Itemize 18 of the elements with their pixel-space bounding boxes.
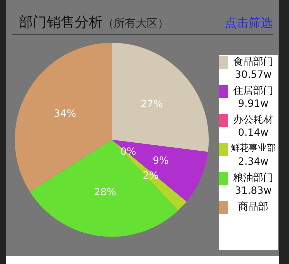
- data-label: 27%: [140, 99, 164, 110]
- data-label: 2%: [142, 171, 159, 182]
- chart-subtitle: （所有大区）: [103, 17, 169, 30]
- text: 30.57w: [234, 69, 273, 82]
- legend-label: 粮油部门: [232, 172, 274, 185]
- data-label: 9%: [153, 156, 169, 167]
- data-label: 34%: [54, 108, 76, 120]
- text: 9.91w: [237, 98, 270, 111]
- legend-label: 商品部: [238, 201, 270, 214]
- text: 2.34w: [237, 156, 270, 169]
- text: 31.83w: [234, 185, 273, 198]
- text: 点击筛选: [225, 15, 273, 32]
- legend-label: 鲜花事业部: [230, 143, 277, 156]
- legend-label: 住居部门: [232, 85, 274, 98]
- legend-label: 食品部门: [232, 56, 274, 69]
- legend-label: 办公耗材: [232, 114, 274, 127]
- text: 0.14w: [237, 127, 270, 140]
- data-label: 28%: [94, 188, 116, 199]
